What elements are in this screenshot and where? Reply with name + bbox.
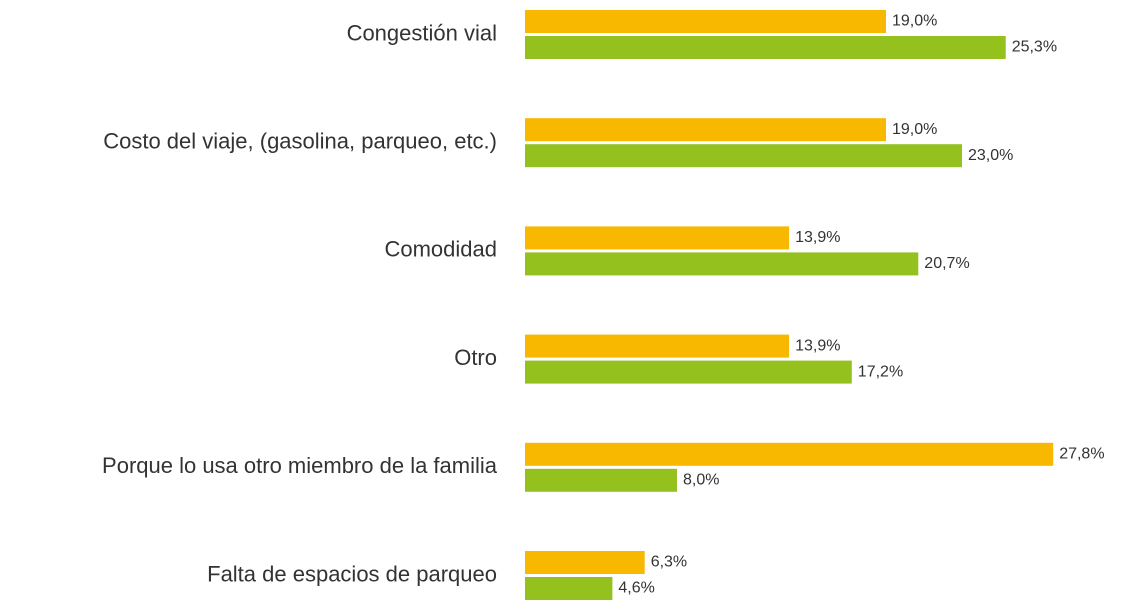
bar <box>525 360 852 384</box>
category-label: Porque lo usa otro miembro de la familia <box>102 453 498 478</box>
value-label: 4,6% <box>618 580 654 597</box>
value-label: 8,0% <box>683 472 719 489</box>
bar <box>525 442 1054 466</box>
value-label: 13,9% <box>795 229 840 246</box>
bar <box>525 10 886 33</box>
category-label: Falta de espacios de parqueo <box>207 561 497 586</box>
bar <box>525 118 886 142</box>
value-label: 23,0% <box>968 147 1013 164</box>
bar <box>525 226 790 250</box>
category-label: Costo del viaje, (gasolina, parqueo, etc… <box>103 129 497 154</box>
category-label: Comodidad <box>384 237 497 262</box>
value-label: 6,3% <box>651 554 687 571</box>
bar <box>525 468 677 492</box>
bar <box>525 577 613 600</box>
value-label: 17,2% <box>858 363 903 380</box>
category-label: Congestión vial <box>347 20 497 45</box>
bar <box>525 252 919 276</box>
value-label: 13,9% <box>795 337 840 354</box>
value-label: 25,3% <box>1012 39 1057 56</box>
bar <box>525 551 645 574</box>
value-label: 19,0% <box>892 13 937 30</box>
value-label: 19,0% <box>892 121 937 138</box>
value-label: 20,7% <box>924 255 969 272</box>
bar <box>525 36 1006 59</box>
value-label: 27,8% <box>1059 446 1104 463</box>
bar <box>525 334 790 358</box>
bar <box>525 144 962 168</box>
category-label: Otro <box>454 345 497 370</box>
